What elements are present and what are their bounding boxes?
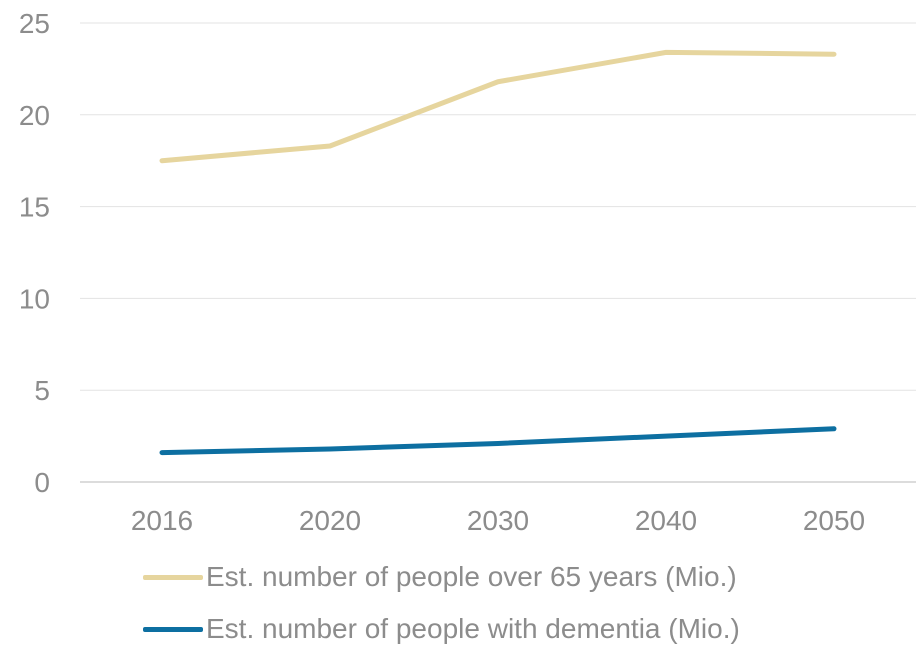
y-tick-label: 0 bbox=[34, 467, 50, 498]
x-tick-label: 2016 bbox=[131, 505, 193, 536]
legend-item-over-65: Est. number of people over 65 years (Mio… bbox=[143, 557, 737, 597]
y-tick-label: 25 bbox=[19, 8, 50, 39]
x-axis-ticks: 2016 2020 2030 2040 2050 bbox=[131, 505, 865, 536]
legend-swatch-over-65 bbox=[143, 574, 203, 580]
legend-swatch-dementia bbox=[143, 626, 203, 632]
y-tick-label: 5 bbox=[34, 375, 50, 406]
series-line-0 bbox=[159, 49, 837, 164]
x-tick-label: 2030 bbox=[467, 505, 529, 536]
x-tick-label: 2020 bbox=[299, 505, 361, 536]
y-tick-label: 10 bbox=[19, 283, 50, 314]
y-tick-label: 20 bbox=[19, 100, 50, 131]
y-tick-label: 15 bbox=[19, 192, 50, 223]
series-lines bbox=[159, 49, 837, 456]
legend-label-dementia: Est. number of people with dementia (Mio… bbox=[206, 613, 740, 644]
legend-item-dementia: Est. number of people with dementia (Mio… bbox=[143, 609, 740, 649]
y-axis-ticks: 0 5 10 15 20 25 bbox=[19, 8, 50, 498]
series-line-1 bbox=[159, 426, 837, 456]
x-tick-label: 2050 bbox=[803, 505, 865, 536]
gridlines bbox=[80, 22, 916, 483]
x-tick-label: 2040 bbox=[635, 505, 697, 536]
legend-label-over-65: Est. number of people over 65 years (Mio… bbox=[206, 561, 737, 592]
